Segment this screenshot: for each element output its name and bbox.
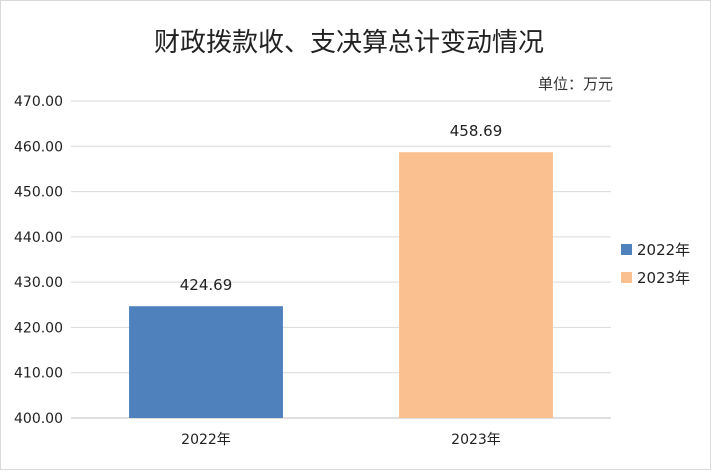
legend-swatch <box>621 244 632 255</box>
bars: 424.69 458.69 <box>129 122 553 418</box>
y-tick-label: 470.00 <box>14 94 63 110</box>
y-tick-label: 430.00 <box>14 275 63 291</box>
legend-entry: 2022年 <box>637 241 690 259</box>
chart-title: 财政拨款收、支决算总计变动情况 <box>154 28 544 58</box>
legend-entry: 2023年 <box>637 269 690 287</box>
x-tick-label: 2023年 <box>451 432 501 448</box>
y-tick-label: 440.00 <box>14 230 63 246</box>
x-tick-label: 2022年 <box>181 432 231 448</box>
unit-label: 单位：万元 <box>538 75 613 93</box>
data-label: 424.69 <box>180 276 233 294</box>
legend-swatch <box>621 272 632 283</box>
bar-1 <box>129 306 283 418</box>
y-tick-label: 420.00 <box>14 320 63 336</box>
bar-2 <box>399 152 553 418</box>
legend: 2022年 2023年 <box>621 241 690 287</box>
y-tick-label: 460.00 <box>14 139 63 155</box>
data-label: 458.69 <box>450 122 503 140</box>
y-axis: 400.00 410.00 420.00 430.00 440.00 450.00 460.… <box>14 94 63 427</box>
y-tick-label: 450.00 <box>14 185 63 201</box>
y-tick-label: 400.00 <box>14 411 63 427</box>
x-axis: 2022年 2023年 <box>181 432 501 448</box>
y-tick-label: 410.00 <box>14 366 63 382</box>
